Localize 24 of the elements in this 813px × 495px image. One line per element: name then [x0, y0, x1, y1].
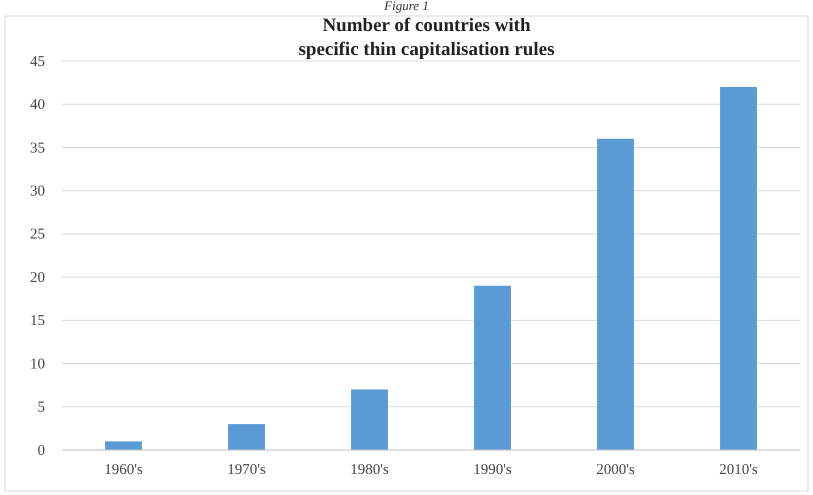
bar [474, 286, 511, 450]
x-tick-label: 1970's [227, 462, 266, 478]
y-tick-label: 40 [30, 97, 45, 114]
caption: Figure 1 [383, 0, 429, 13]
bar [351, 389, 388, 450]
x-tick-label: 1980's [350, 462, 389, 478]
x-tick-label: 1960's [104, 462, 143, 478]
bar [720, 86, 757, 450]
bar [105, 441, 142, 450]
bar [597, 138, 634, 450]
y-tick-label: 10 [30, 356, 45, 372]
y-tick-label: 25 [30, 226, 45, 243]
x-tick-label: 1990's [473, 462, 512, 478]
y-tick-label: 30 [30, 183, 45, 200]
y-tick-label: 5 [38, 400, 45, 416]
y-tick-label: 35 [30, 140, 45, 156]
y-tick-label: 45 [30, 54, 45, 70]
y-tick-label: 20 [30, 270, 45, 286]
y-tick-label: 0 [38, 442, 45, 459]
chart-title: Number of countries with specific thin capitalisation rules [298, 15, 554, 60]
y-tick-label: 15 [30, 313, 45, 330]
x-tick-label: 2010's [719, 462, 758, 478]
x-tick-label: 2000's [596, 462, 635, 478]
bar [228, 424, 265, 450]
